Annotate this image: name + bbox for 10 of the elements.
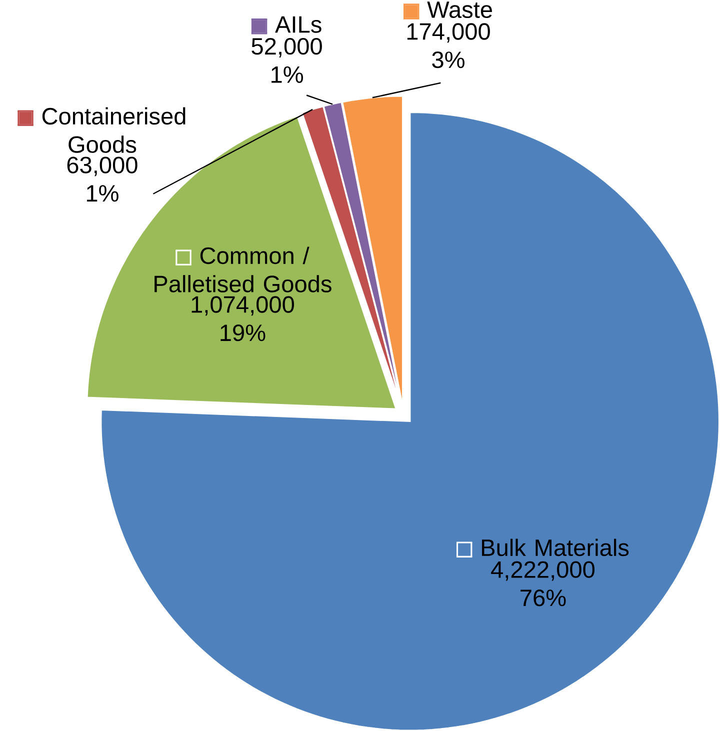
data-label: 63,000 1% — [67, 156, 138, 202]
slice-label: Bulk Materials — [482, 538, 629, 556]
data-label: 4,222,000 76% — [491, 561, 595, 606]
data-label: 52,000 1% — [252, 38, 322, 83]
legend-label: AILs — [275, 16, 322, 33]
legend-label: Containerised Goods — [42, 107, 186, 153]
slice-label: Common / Palletised Goods — [154, 246, 332, 292]
data-label: 1,074,000 19% — [192, 296, 294, 342]
legend-label: Waste — [427, 2, 492, 18]
data-label: 174,000 3% — [408, 23, 490, 68]
